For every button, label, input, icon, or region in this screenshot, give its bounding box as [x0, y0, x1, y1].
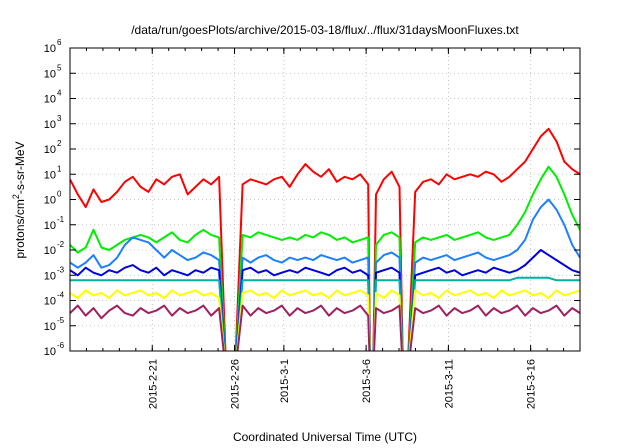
x-tick-label: 2015-2-26: [230, 359, 242, 409]
series-line-3: [70, 198, 580, 351]
series-line-5: [70, 276, 580, 351]
y-tick-label: 10: [44, 43, 56, 55]
y-tick-exponent: 6: [57, 38, 62, 47]
y-tick-exponent: -4: [57, 291, 65, 300]
y-tick-label: 10: [44, 270, 56, 282]
y-tick-label: 10: [44, 169, 56, 181]
y-tick-exponent: -5: [57, 316, 65, 325]
x-axis-label: Coordinated Universal Time (UTC): [233, 430, 417, 444]
y-tick-label: 10: [44, 220, 56, 232]
x-tick-label: 2015-3-11: [443, 359, 455, 408]
x-tick-label: 2015-2-21: [147, 359, 159, 409]
y-axis-label: protons/cm2-s-sr-MeV: [11, 141, 27, 258]
y-tick-exponent: -1: [57, 215, 65, 224]
y-tick-label: 10: [44, 195, 56, 207]
y-tick-exponent: 5: [57, 63, 62, 72]
x-tick-label: 2015-3-16: [526, 359, 538, 409]
chart-title: /data/run/goesPlots/archive/2015-03-18/f…: [131, 23, 519, 37]
x-tick-label: 2015-3-1: [279, 359, 291, 403]
y-tick-exponent: 2: [57, 139, 62, 148]
y-tick-label: 10: [44, 68, 56, 80]
y-tick-exponent: 0: [57, 190, 62, 199]
series-line-6: [70, 289, 580, 351]
y-tick-label: 10: [44, 119, 56, 131]
series-line-1: [70, 127, 580, 351]
series-line-7: [70, 304, 580, 351]
y-axis: 10-610-510-410-310-210-11001011021031041…: [44, 38, 580, 358]
x-axis: 2015-2-21 2015-2-26 2015-3-1 2015-3-6 2015-3…: [69, 48, 581, 409]
y-tick-exponent: -6: [57, 341, 65, 350]
y-tick-label: 10: [44, 346, 56, 358]
y-tick-exponent: 4: [57, 89, 62, 98]
x-tick-label: 2015-3-6: [361, 359, 373, 403]
series-group: [70, 127, 580, 351]
y-tick-exponent: -2: [57, 240, 65, 249]
y-tick-label: 10: [44, 321, 56, 333]
y-tick-label: 10: [44, 296, 56, 308]
y-tick-exponent: -3: [57, 265, 65, 274]
grid: [70, 48, 580, 351]
series-line-4: [70, 249, 580, 351]
y-tick-label: 10: [44, 245, 56, 257]
y-tick-exponent: 3: [57, 114, 62, 123]
y-tick-exponent: 1: [57, 164, 62, 173]
series-line-2: [70, 165, 580, 351]
y-tick-label: 10: [44, 94, 56, 106]
y-tick-label: 10: [44, 144, 56, 156]
